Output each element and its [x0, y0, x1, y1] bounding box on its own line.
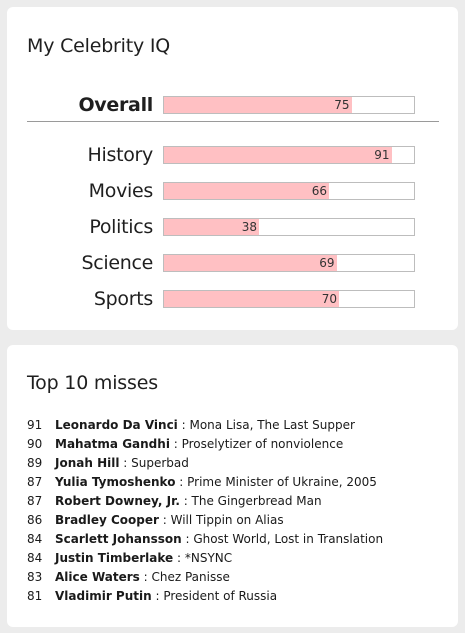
list-item: 83 Alice Waters : Chez Panisse [27, 568, 383, 587]
celebrity-iq-card: My Celebrity IQ Overall 75 History 91 Mo… [7, 7, 458, 330]
score-value-overall: 75 [334, 98, 350, 112]
miss-separator: : [139, 570, 152, 584]
miss-separator: : [158, 513, 171, 527]
misses-list: 91 Leonardo Da Vinci : Mona Lisa, The Las… [27, 416, 383, 606]
score-bar-overall: 75 [163, 96, 415, 114]
score-row-science: Science 69 [7, 250, 458, 276]
score-label-politics: Politics [89, 216, 153, 238]
miss-score: 84 [27, 532, 43, 546]
score-row-history: History 91 [7, 142, 458, 168]
miss-name[interactable]: Mahatma Gandhi [55, 437, 170, 451]
miss-score: 86 [27, 513, 43, 527]
miss-detail: The Gingerbread Man [191, 494, 322, 508]
score-bar-fill-overall [164, 97, 352, 113]
divider [27, 121, 439, 122]
miss-name[interactable]: Robert Downey, Jr. [55, 494, 180, 508]
miss-separator: : [175, 475, 188, 489]
miss-detail: Chez Panisse [151, 570, 230, 584]
list-item: 87 Yulia Tymoshenko : Prime Minister of U… [27, 473, 383, 492]
list-item: 89 Jonah Hill : Superbad [27, 454, 383, 473]
list-item: 87 Robert Downey, Jr. : The Gingerbread M… [27, 492, 383, 511]
miss-name[interactable]: Alice Waters [55, 570, 140, 584]
miss-separator: : [169, 437, 182, 451]
score-bar-sports: 70 [163, 290, 415, 308]
iq-card-title: My Celebrity IQ [27, 35, 171, 57]
miss-name[interactable]: Justin Timberlake [55, 551, 174, 565]
miss-name[interactable]: Yulia Tymoshenko [55, 475, 176, 489]
miss-detail: Prime Minister of Ukraine, 2005 [187, 475, 377, 489]
score-value-movies: 66 [311, 184, 327, 198]
miss-score: 81 [27, 589, 43, 603]
list-item: 84 Scarlett Johansson : Ghost World, Lost… [27, 530, 383, 549]
miss-name[interactable]: Bradley Cooper [55, 513, 159, 527]
miss-detail: President of Russia [163, 589, 278, 603]
miss-separator: : [179, 494, 192, 508]
misses-card-title: Top 10 misses [27, 372, 158, 394]
top-misses-card: Top 10 misses 91 Leonardo Da Vinci : Mona… [7, 345, 458, 627]
miss-score: 84 [27, 551, 43, 565]
score-bar-politics: 38 [163, 218, 415, 236]
list-item: 86 Bradley Cooper : Will Tippin on Alias [27, 511, 383, 530]
score-value-politics: 38 [241, 220, 257, 234]
miss-score: 87 [27, 494, 43, 508]
miss-separator: : [173, 551, 185, 565]
miss-name[interactable]: Jonah Hill [55, 456, 120, 470]
miss-detail: Superbad [131, 456, 189, 470]
miss-score: 89 [27, 456, 43, 470]
score-label-movies: Movies [88, 180, 154, 202]
miss-detail: *NSYNC [184, 551, 233, 565]
score-label-science: Science [81, 252, 153, 274]
score-bar-fill-science [164, 255, 337, 271]
miss-name[interactable]: Vladimir Putin [55, 589, 152, 603]
score-row-sports: Sports 70 [7, 286, 458, 312]
miss-name[interactable]: Leonardo Da Vinci [55, 418, 178, 432]
score-label-sports: Sports [93, 288, 153, 310]
list-item: 91 Leonardo Da Vinci : Mona Lisa, The Las… [27, 416, 383, 435]
miss-detail: Mona Lisa, The Last Supper [189, 418, 355, 432]
score-row-movies: Movies 66 [7, 178, 458, 204]
score-label-history: History [87, 144, 154, 166]
miss-score: 87 [27, 475, 43, 489]
score-row-overall: Overall 75 [7, 92, 458, 118]
miss-score: 91 [27, 418, 43, 432]
miss-detail: Proselytizer of nonviolence [181, 437, 344, 451]
miss-score: 83 [27, 570, 43, 584]
score-value-sports: 70 [321, 292, 337, 306]
miss-separator: : [181, 532, 194, 546]
miss-detail: Will Tippin on Alias [170, 513, 284, 527]
score-label-overall: Overall [78, 94, 153, 116]
score-value-history: 91 [374, 148, 390, 162]
score-bar-fill-sports [164, 291, 339, 307]
miss-score: 90 [27, 437, 43, 451]
score-value-science: 69 [319, 256, 335, 270]
list-item: 84 Justin Timberlake : *NSYNC [27, 549, 383, 568]
score-bar-fill-movies [164, 183, 329, 199]
score-bar-fill-history [164, 147, 392, 163]
score-row-politics: Politics 38 [7, 214, 458, 240]
miss-detail: Ghost World, Lost in Translation [193, 532, 384, 546]
score-bar-history: 91 [163, 146, 415, 164]
miss-separator: : [151, 589, 164, 603]
list-item: 81 Vladimir Putin : President of Russia [27, 587, 383, 606]
score-bar-movies: 66 [163, 182, 415, 200]
score-bar-fill-politics [164, 219, 259, 235]
score-bar-science: 69 [163, 254, 415, 272]
miss-separator: : [177, 418, 190, 432]
miss-separator: : [119, 456, 132, 470]
list-item: 90 Mahatma Gandhi : Proselytizer of nonvi… [27, 435, 383, 454]
miss-name[interactable]: Scarlett Johansson [55, 532, 182, 546]
